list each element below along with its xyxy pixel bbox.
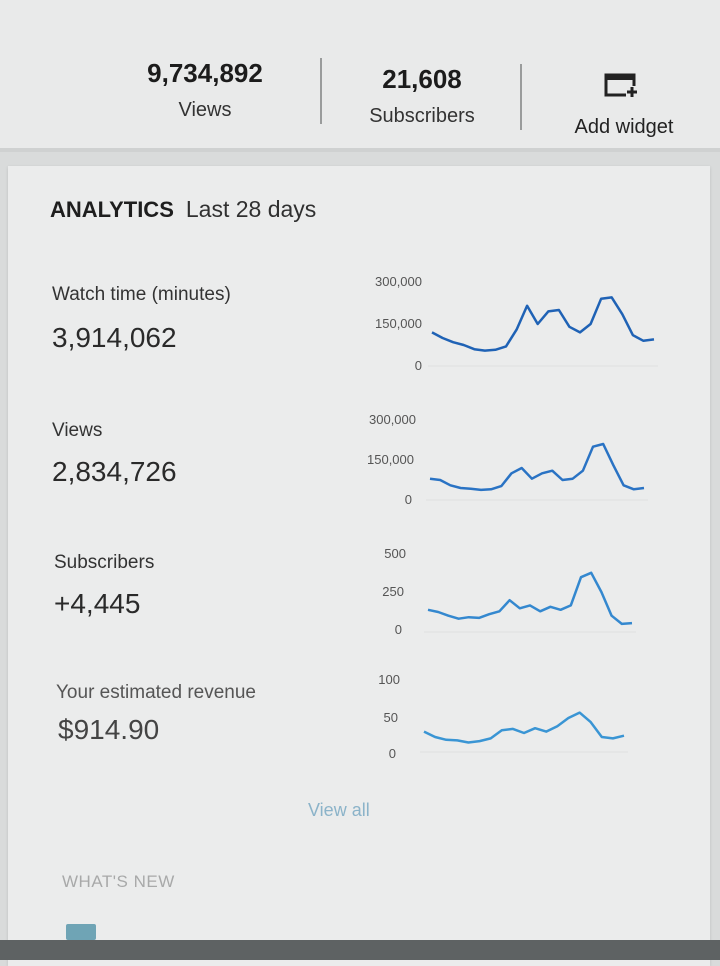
y-tick: 0 — [322, 622, 402, 637]
views-label: Views — [130, 99, 280, 122]
series-line — [432, 297, 654, 350]
y-tick: 500 — [326, 546, 406, 561]
stat-divider — [520, 64, 522, 130]
series-line — [428, 573, 632, 624]
views-count: 9,734,892 — [130, 58, 280, 89]
y-tick: 300,000 — [336, 412, 416, 427]
subscribers-metric-value[interactable]: +4,445 — [54, 588, 140, 620]
y-tick: 150,000 — [342, 316, 422, 331]
y-tick: 300,000 — [342, 274, 422, 289]
y-tick: 150,000 — [334, 452, 414, 467]
add-widget-icon[interactable] — [604, 72, 640, 100]
subscribers-metric-label: Subscribers — [54, 552, 154, 574]
add-widget-label: Add widget — [562, 116, 686, 139]
analytics-header: ANALYTICS Last 28 days — [50, 196, 316, 223]
analytics-title: ANALYTICS — [50, 197, 174, 222]
watch-time-value[interactable]: 3,914,062 — [52, 322, 177, 354]
stat-divider — [320, 58, 322, 124]
subscribers-count: 21,608 — [352, 64, 492, 95]
subscribers-sparkline[interactable] — [424, 554, 636, 636]
whats-new-item-icon[interactable] — [66, 924, 96, 940]
revenue-sparkline[interactable] — [420, 680, 628, 756]
series-line — [430, 444, 644, 490]
top-stats-bar: 9,734,892 Views 21,608 Subscribers Add w… — [0, 0, 720, 150]
views-sparkline[interactable] — [426, 416, 648, 504]
y-tick: 100 — [320, 672, 400, 687]
y-tick: 250 — [324, 584, 404, 599]
analytics-card: ANALYTICS Last 28 days Watch time (minute… — [8, 166, 710, 966]
taskbar-strip — [0, 940, 720, 960]
topbar-shadow — [0, 148, 720, 152]
subscribers-stat: 21,608 Subscribers — [352, 64, 492, 128]
watch-time-sparkline[interactable] — [428, 278, 658, 370]
view-all-link[interactable]: View all — [308, 800, 370, 821]
whats-new-heading: WHAT'S NEW — [62, 872, 175, 892]
series-line — [424, 713, 624, 743]
add-widget-button[interactable]: Add widget — [562, 116, 686, 139]
views-stat: 9,734,892 Views — [130, 58, 280, 122]
subscribers-label: Subscribers — [352, 105, 492, 128]
y-tick: 0 — [332, 492, 412, 507]
date-range: Last 28 days — [186, 196, 316, 222]
views-metric-value[interactable]: 2,834,726 — [52, 456, 177, 488]
y-tick: 50 — [318, 710, 398, 725]
views-metric-label: Views — [52, 420, 102, 442]
revenue-metric-label: Your estimated revenue — [56, 682, 256, 704]
watch-time-label: Watch time (minutes) — [52, 284, 231, 306]
y-tick: 0 — [316, 746, 396, 761]
revenue-metric-value[interactable]: $914.90 — [58, 714, 159, 746]
y-tick: 0 — [342, 358, 422, 373]
